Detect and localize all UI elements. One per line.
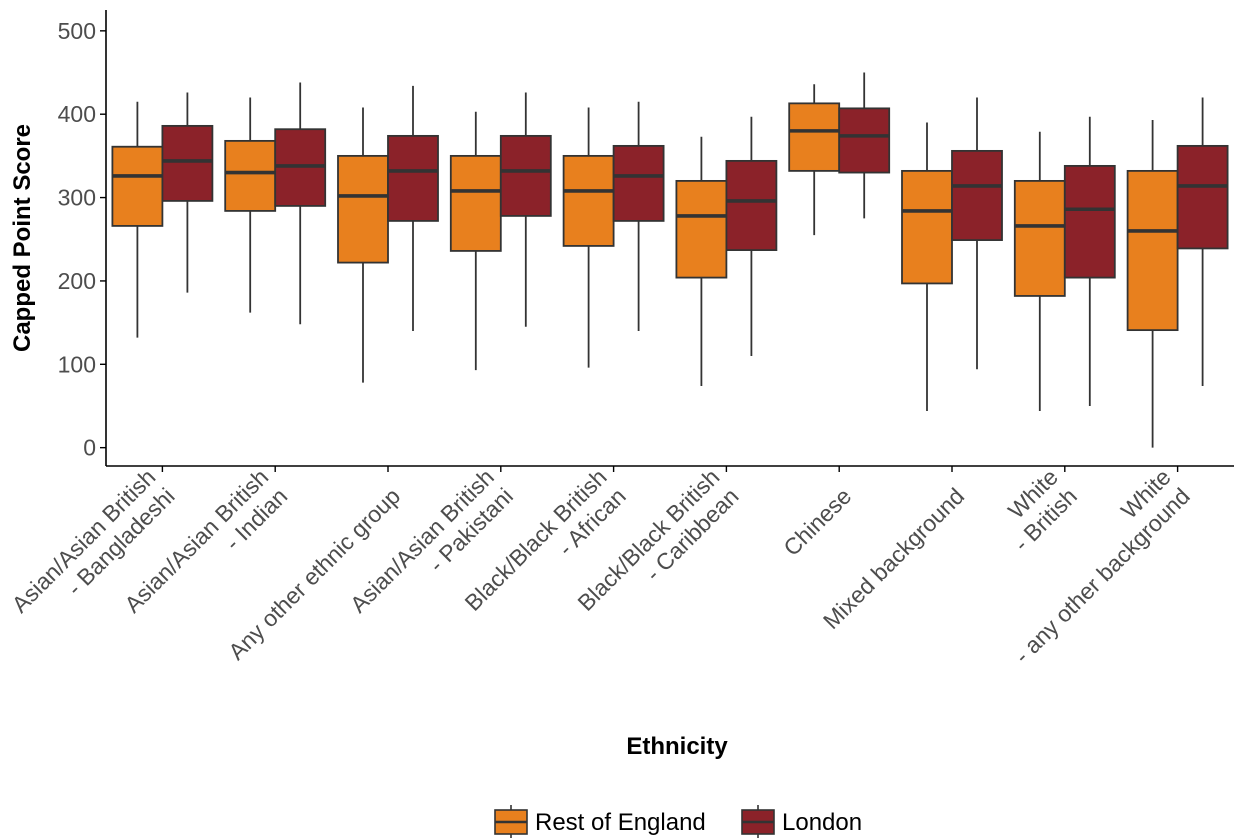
box-body (224, 139, 277, 212)
box-body (387, 134, 439, 222)
box-rest-of-england (1126, 120, 1179, 448)
x-tick-label: Chinese (778, 483, 856, 561)
box-london (612, 101, 665, 331)
box-body (1176, 144, 1229, 250)
x-tick-label: White- British (989, 464, 1082, 557)
y-tick-label: 0 (83, 435, 96, 461)
box-rest-of-england (224, 97, 277, 313)
box-body (499, 134, 552, 217)
box-body (1013, 179, 1066, 297)
box-london (387, 85, 439, 331)
box-rest-of-england (788, 84, 841, 236)
box-body (161, 124, 214, 202)
x-tick-label: Asian/Asian British- Bangladeshi (7, 464, 180, 637)
box-london (499, 92, 552, 327)
box-rest-of-england (901, 122, 953, 411)
box-body (337, 154, 389, 264)
box-body (1126, 169, 1179, 332)
box-london (725, 116, 778, 356)
legend-item-london: London (741, 805, 862, 838)
x-tick-label: Asian/Asian British- Pakistani (345, 464, 518, 637)
y-tick-label: 100 (58, 351, 96, 377)
y-axis-title: Capped Point Score (9, 124, 36, 352)
box-london (274, 82, 327, 325)
box-london (951, 97, 1003, 370)
y-tick-label: 400 (58, 101, 96, 127)
box-rest-of-england (337, 107, 389, 383)
box-body (951, 149, 1003, 241)
box-body (725, 159, 778, 251)
box-london (1063, 116, 1116, 406)
box-london (838, 72, 891, 219)
box-rest-of-england (562, 107, 615, 368)
box-body (838, 107, 891, 174)
x-ticks: Asian/Asian British- Bangladeshi Asian/As… (7, 464, 1195, 669)
box-rest-of-england (1013, 131, 1066, 411)
boxes-layer (111, 72, 1229, 448)
box-rest-of-england (449, 111, 502, 371)
legend-item-rest-of-england: Rest of England (494, 805, 706, 838)
legend-label: London (782, 809, 862, 836)
box-rest-of-england (111, 101, 164, 338)
box-body (612, 144, 665, 222)
box-london (1176, 97, 1229, 386)
box-body (675, 179, 728, 279)
y-ticks: 0 100 200 300 400 500 (58, 18, 106, 461)
box-body (111, 145, 164, 227)
axes-layer (105, 10, 1234, 467)
legend-label: Rest of England (535, 809, 706, 836)
y-tick-label: 200 (58, 268, 96, 294)
y-tick-label: 300 (58, 185, 96, 211)
box-body (449, 154, 502, 252)
legend: Rest of England London (494, 805, 862, 838)
box-rest-of-england (675, 136, 728, 386)
box-body (901, 169, 953, 285)
box-body (1063, 164, 1116, 279)
box-body (562, 154, 615, 247)
box-london (161, 92, 214, 293)
x-axis-title: Ethnicity (626, 733, 728, 760)
box-body (788, 102, 841, 172)
y-tick-label: 500 (58, 18, 96, 44)
